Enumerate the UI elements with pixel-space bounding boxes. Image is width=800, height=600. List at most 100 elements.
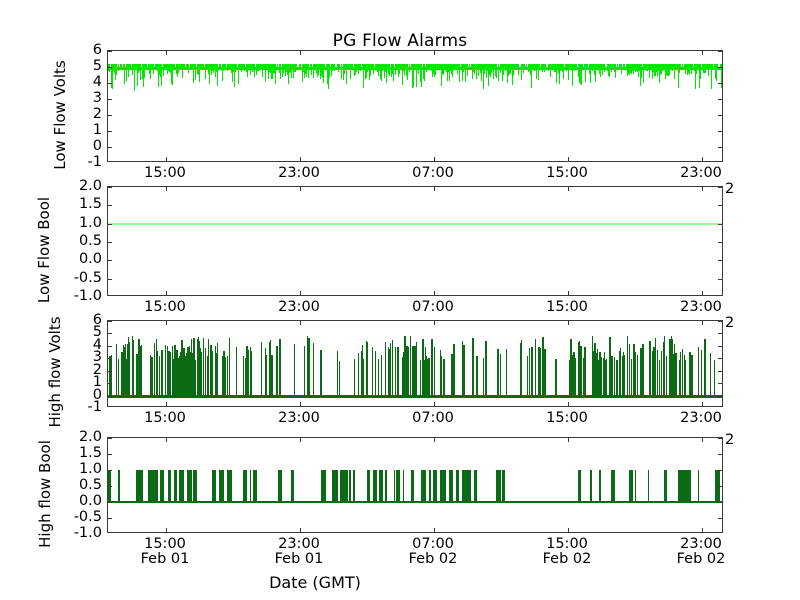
x-tick-time: 23:00 [680, 536, 722, 552]
x-tick-label: 23:00 [278, 299, 320, 315]
y-tick [108, 321, 112, 322]
data-spike [538, 347, 540, 396]
data-sample [552, 63, 553, 69]
data-sample [265, 63, 266, 82]
data-pulse [385, 470, 387, 502]
data-spike [141, 345, 142, 396]
data-sample [171, 63, 172, 84]
data-pulse [333, 470, 338, 502]
data-spike [500, 353, 501, 396]
subplot-low-flow-bool[interactable] [107, 186, 723, 296]
data-pulse [394, 470, 395, 502]
x-tick-top [166, 187, 167, 191]
x-tick [166, 291, 167, 295]
data-spike [132, 335, 133, 396]
data-pulse [462, 470, 466, 502]
data-sample [710, 63, 711, 70]
data-sample [593, 63, 594, 68]
data-sample [628, 63, 629, 74]
data-sample [343, 63, 344, 80]
data-sample [522, 63, 523, 69]
data-sample [389, 63, 390, 76]
data-sample [631, 63, 632, 75]
x-tick-label: 15:00 [546, 165, 588, 181]
data-sample [652, 63, 653, 80]
data-spike [189, 346, 190, 396]
data-sample [290, 63, 291, 73]
data-sample [634, 63, 635, 68]
data-sample [544, 63, 545, 72]
y-tick-label: 6 [92, 41, 102, 58]
data-sample [420, 63, 421, 82]
data-sample [526, 63, 527, 68]
x-tick-label: 07:00 [412, 299, 454, 315]
data-pulse [685, 470, 687, 502]
data-pulse [212, 470, 216, 502]
data-sample [644, 63, 645, 70]
subplot-high-flow-volts[interactable] [107, 320, 723, 407]
data-sample [229, 63, 230, 68]
data-sample [292, 63, 293, 70]
data-sample [350, 63, 351, 80]
data-sample [417, 63, 418, 68]
data-sample [327, 63, 328, 84]
data-sample [405, 63, 406, 67]
data-pulse [291, 470, 294, 502]
data-sample [500, 63, 501, 74]
data-sample [136, 63, 137, 69]
data-sample [382, 63, 383, 71]
data-spike [443, 358, 445, 396]
data-spike [358, 352, 359, 396]
data-sample [239, 63, 240, 70]
x-tick-label: 07:00 Feb 02 [409, 536, 458, 567]
data-spike [243, 355, 244, 396]
data-spike [212, 351, 213, 396]
data-sample [262, 63, 263, 78]
data-sample [664, 63, 665, 69]
data-sample [445, 63, 446, 69]
data-sample [595, 63, 596, 82]
data-sample [671, 63, 672, 68]
right-edge-label-4: 2 [725, 431, 735, 448]
data-sample [554, 63, 555, 73]
data-sample [279, 63, 280, 73]
data-sample [472, 63, 473, 79]
data-sample [160, 63, 161, 77]
data-sample [427, 63, 428, 69]
data-sample [502, 63, 503, 81]
data-sample [241, 63, 242, 73]
y-tick-label: 5 [92, 324, 102, 341]
data-spike [540, 347, 541, 396]
data-sample [235, 63, 236, 73]
y-tick [108, 454, 112, 455]
data-sample [469, 63, 470, 68]
data-spike [313, 342, 314, 396]
data-spike [392, 339, 393, 396]
data-spike [462, 341, 463, 396]
x-tick-top [300, 321, 301, 325]
data-sample [337, 63, 338, 71]
data-sample [164, 63, 165, 67]
y-tick-label: 4 [92, 336, 102, 353]
data-spike [663, 342, 664, 396]
data-sample [675, 63, 676, 68]
data-sample [395, 63, 396, 76]
data-spike [671, 336, 672, 396]
data-sample [521, 63, 522, 81]
data-sample [180, 63, 181, 68]
data-spike [672, 338, 673, 396]
data-pulse [429, 470, 431, 502]
data-sample [570, 63, 571, 69]
data-sample [663, 63, 664, 68]
data-sample [436, 63, 437, 68]
data-pulse [353, 470, 355, 502]
y-tick-right [718, 260, 722, 262]
data-pulse [379, 470, 383, 502]
data-sample [545, 63, 546, 68]
data-sample [178, 63, 179, 74]
data-sample [167, 63, 168, 74]
subplot-low-flow-volts[interactable] [107, 50, 723, 162]
data-sample [156, 63, 157, 69]
subplot-high-flow-bool[interactable] [107, 437, 723, 533]
data-spike [216, 353, 217, 396]
